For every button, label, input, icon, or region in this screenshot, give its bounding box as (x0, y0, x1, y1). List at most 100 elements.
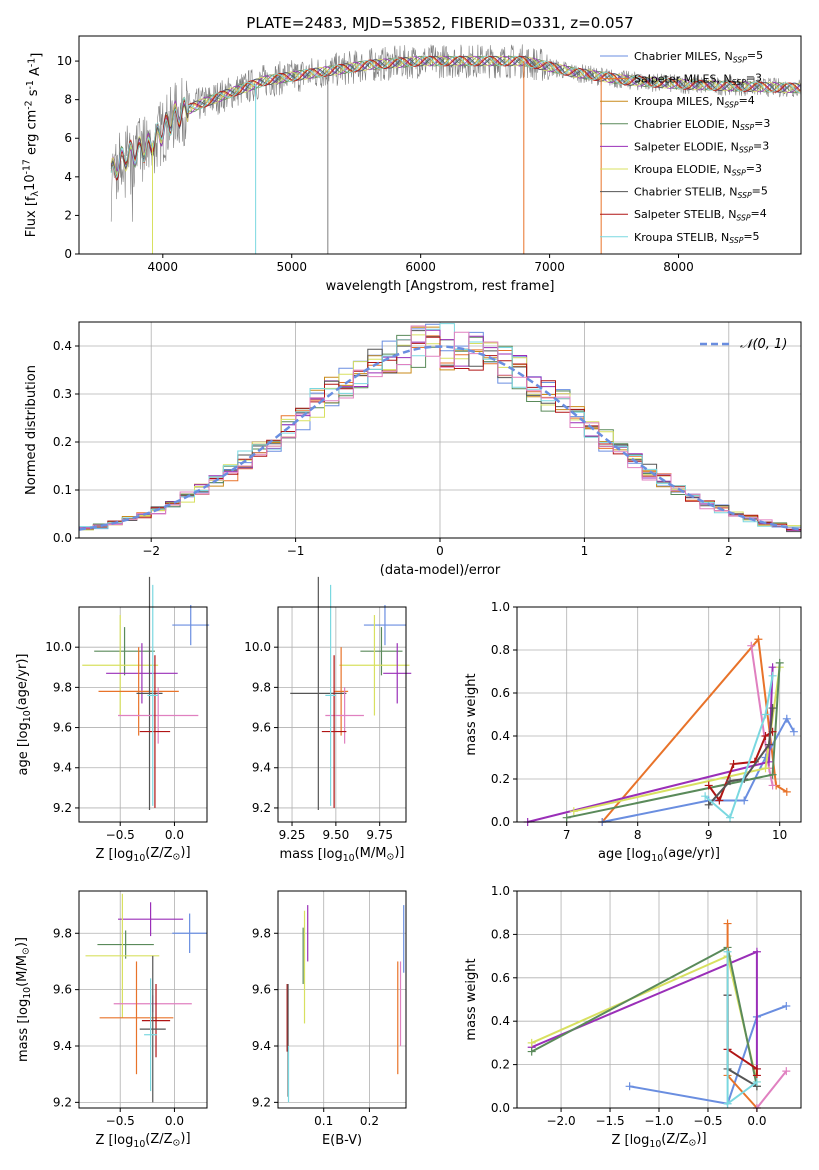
y-tick-label: 0.0 (491, 815, 510, 829)
y-tick-label: 0 (64, 247, 72, 261)
legend-name: Chabrier MILES, N (634, 50, 733, 63)
x-tick-label: 9.50 (323, 828, 350, 842)
panel-mass_vs_ebv: 0.1 0.2 9.2 9.4 9.6 9.8 E(B-V) (252, 890, 407, 1148)
legend-subscript: SSP (732, 168, 746, 177)
y-tick-label: 10.0 (45, 640, 72, 654)
y-tick-label: 8 (64, 93, 72, 107)
y-tick-label: 9.2 (53, 801, 72, 815)
weight-marker-chabrier_elodie (562, 813, 571, 822)
x-axis-label: age [log10​(age/yr)] (598, 846, 720, 864)
y-axis-label: mass weight (464, 958, 479, 1040)
chart-title: PLATE=2483, MJD=53852, FIBERID=0331, z=0… (246, 14, 633, 32)
legend-value: =3 (746, 72, 762, 85)
weight-marker-chabrier_miles (782, 714, 791, 723)
y-tick-label: 4 (64, 170, 72, 184)
weight-marker-salpeter_miles (723, 919, 732, 928)
y-tick-label: 9.4 (252, 761, 271, 775)
plot-area (79, 323, 801, 533)
weight-marker-chabrier_stelib (726, 777, 734, 786)
weight-marker-salpeter_stelib (704, 781, 713, 790)
x-tick-label: −1.0 (644, 1114, 673, 1128)
weight-marker-chabrier_stelib (768, 704, 777, 713)
histograms (79, 323, 801, 533)
y-tick-label: 9.2 (252, 1095, 271, 1109)
weight-marker-salpeter_stelib (761, 732, 770, 740)
y-tick-label: 9.6 (53, 983, 72, 997)
weight-line-salpeter_stelib (707, 730, 774, 803)
weight-marker-kroupa_elodie (761, 764, 770, 773)
x-tick-label: 0.0 (165, 828, 184, 842)
panel-age_vs_mass: 9.25 9.50 9.75 9.2 9.4 9.6 9.8 10.0 mass [log10​… (244, 576, 412, 864)
y-tick-label: 9.4 (53, 761, 72, 775)
weight-marker-pink (768, 781, 777, 790)
x-tick-label: 1 (581, 544, 589, 558)
y-tick-label: 0.8 (491, 927, 510, 941)
legend-label: Chabrier ELODIE, NSSP=3 (634, 117, 770, 132)
weight-marker-salpeter_stelib (729, 759, 738, 768)
x-tick-label: 10 (772, 828, 787, 842)
model-spectrum-kroupa_elodie (110, 55, 801, 176)
legend-value: =3 (746, 162, 762, 175)
x-tick-label: 0 (436, 544, 444, 558)
legend-subscript: SSP (740, 123, 754, 132)
x-tick-label: 9.75 (366, 828, 393, 842)
weight-marker-pink (782, 1067, 791, 1076)
spectrum-lines (110, 44, 801, 254)
weight-marker-pink (747, 641, 756, 650)
legend-subscript: SSP (729, 236, 743, 245)
y-tick-label: 9.8 (53, 926, 72, 940)
legend-value: =3 (753, 139, 769, 152)
legend-subscript: SSP (738, 191, 752, 200)
legend-label: Chabrier STELIB, NSSP=5 (634, 185, 768, 200)
legend-subscript: SSP (724, 101, 738, 110)
x-tick-label: 0.2 (360, 1114, 379, 1128)
y-tick-label: 9.4 (252, 1039, 271, 1053)
plot-area (286, 905, 405, 1103)
panel-mass_vs_Z: −0.5 0.0 9.2 9.4 9.6 9.8 Z [log10​(Z/Z⊙​)] mass… (14, 890, 208, 1150)
model-spectrum-salpeter_elodie (110, 55, 801, 172)
weight-marker-kroupa_stelib (752, 1077, 761, 1086)
x-tick-label: 0.0 (747, 1114, 766, 1128)
plot-area (85, 893, 207, 1103)
legend-name: Kroupa STELIB, N (634, 231, 729, 244)
weight-line-kroupa_stelib (704, 675, 774, 820)
legend-name: Salpeter ELODIE, N (634, 140, 739, 153)
x-axis-label: (data-model)/error (380, 563, 501, 578)
y-tick-label: 9.4 (53, 1039, 72, 1053)
weight-marker-kroupa_stelib (723, 947, 732, 956)
x-tick-label: −2 (142, 544, 160, 558)
y-tick-label: 0.6 (491, 971, 510, 985)
weight-marker-kroupa_elodie (527, 1038, 536, 1047)
y-tick-label: 0.0 (53, 531, 72, 545)
legend-label: 𝒩(0, 1) (740, 337, 787, 352)
weight-line-chabrier_elodie (531, 945, 758, 1087)
y-tick-label: 0.2 (491, 1058, 510, 1072)
y-tick-label: 10 (57, 54, 72, 68)
weight-line-pink (756, 1070, 788, 1109)
legend-subscript: SSP (733, 55, 747, 64)
y-tick-label: 0.4 (491, 1014, 510, 1028)
y-tick-label: 9.8 (252, 926, 271, 940)
y-tick-label: 0.2 (491, 772, 510, 786)
legend-name: Salpeter STELIB, N (634, 208, 736, 221)
y-axis-label: mass weight (464, 673, 479, 755)
weight-marker-chabrier_elodie (527, 1047, 536, 1056)
x-tick-label: −0.5 (106, 1114, 135, 1128)
model-spectrum-salpeter_stelib (110, 55, 801, 181)
legend-value: =4 (739, 94, 755, 107)
y-tick-label: 9.8 (252, 680, 271, 694)
legend-label: Chabrier MILES, NSSP=5 (634, 49, 763, 64)
histogram-kroupa_stelib (79, 323, 801, 529)
y-tick-label: 10.0 (244, 640, 271, 654)
panel-residuals: −2 −1 0 1 2 0.0 0.1 0.2 0.3 0.4 (data-model)/error… (24, 321, 802, 578)
weight-marker-salpeter_miles (754, 635, 763, 644)
legend-value: =4 (751, 207, 767, 220)
y-tick-label: 1.0 (491, 600, 510, 614)
panel-weight_vs_age: 7 8 9 10 0.0 0.2 0.4 0.6 0.8 1.0 age [log10​(age/y… (464, 600, 802, 864)
legend-value: =5 (752, 185, 768, 198)
legend-subscript: SSP (732, 78, 746, 87)
weight-marker-chabrier_miles (625, 1082, 634, 1091)
axes-frame (516, 606, 802, 823)
